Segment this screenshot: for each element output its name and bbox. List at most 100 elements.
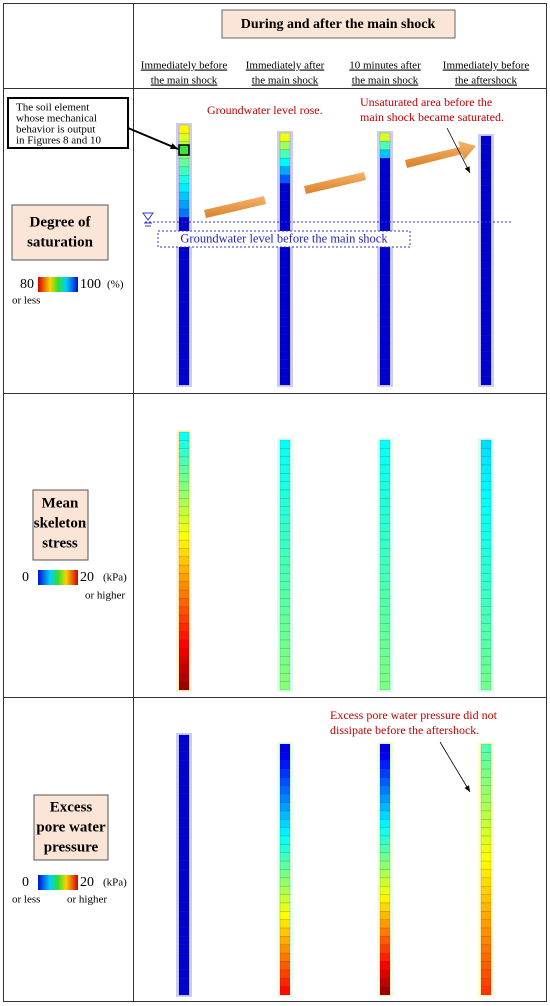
pointer-line: [439, 741, 471, 793]
soil-cell: [480, 573, 492, 582]
soil-cell: [178, 376, 190, 386]
soil-cell: [178, 734, 190, 744]
annotation-text: dissipate before the aftershock.: [330, 723, 479, 737]
soil-cell: [379, 623, 391, 632]
soil-cell: [279, 149, 291, 159]
soil-cell: [279, 250, 291, 260]
soil-cell: [178, 564, 190, 574]
soil-cell: [480, 326, 492, 336]
soil-cell: [379, 589, 391, 599]
soil-cell: [379, 216, 391, 226]
soil-cell: [379, 606, 391, 616]
soil-cell: [480, 802, 492, 812]
soil-cell: [480, 631, 492, 641]
soil-cell: [379, 556, 391, 566]
soil-cell: [480, 656, 492, 666]
soil-cell: [279, 531, 291, 541]
soil-cell: [480, 498, 492, 507]
soil-cell: [279, 598, 291, 607]
soil-cell: [279, 183, 291, 193]
soil-cell: [279, 978, 291, 987]
soil-cell: [480, 276, 492, 286]
soil-cell: [480, 743, 492, 753]
soil-cell: [480, 894, 492, 904]
soil-cell: [178, 258, 190, 268]
soil-cell: [379, 936, 391, 946]
soil-cell: [279, 199, 291, 209]
soil-cell: [379, 191, 391, 201]
soil-cell: [279, 952, 291, 962]
soil-cell: [178, 573, 190, 583]
soil-cell: [279, 351, 291, 361]
soil-element-text: whose mechanical: [16, 113, 97, 125]
soil-cell: [379, 986, 391, 996]
soil-cell: [178, 133, 190, 143]
soil-cell: [379, 473, 391, 482]
soil-cell: [480, 944, 492, 954]
soil-cell: [279, 514, 291, 524]
soil-cell: [178, 490, 190, 499]
soil-cell: [480, 251, 492, 261]
soil-cell: [480, 473, 492, 482]
column-header: the main shock: [352, 75, 419, 87]
columns: [176, 123, 494, 997]
soil-cell: [379, 869, 391, 879]
soil-cell: [279, 885, 291, 895]
soil-cell: [178, 342, 190, 352]
soil-cell: [379, 309, 391, 319]
row-label-box: [11, 204, 109, 261]
row-label: pore water: [36, 819, 106, 835]
row-label: Excess: [50, 799, 93, 815]
soil-cell: [178, 936, 190, 945]
legend-note: or higher: [67, 894, 107, 906]
soil-cell: [178, 284, 190, 293]
legend-max: 20: [80, 875, 94, 890]
soil-cell: [178, 334, 190, 344]
soil-cell: [178, 614, 190, 624]
legend-max: 100: [80, 277, 101, 292]
column-header: the main shock: [252, 75, 319, 87]
soil-cell: [279, 673, 291, 682]
soil-cell: [178, 175, 190, 184]
pointers: [127, 127, 471, 793]
soil-cell: [178, 309, 190, 319]
pointer-head: [464, 166, 470, 173]
soil-cell: [178, 664, 190, 674]
soil-cell: [178, 639, 190, 649]
soil-cell: [178, 514, 190, 524]
soil-cell: [178, 977, 190, 987]
soil-cell: [279, 498, 291, 507]
soil-cell: [178, 539, 190, 549]
soil-cell: [379, 448, 391, 457]
row-label: skeleton: [34, 515, 87, 531]
soil-cell: [379, 614, 391, 624]
soil-element-text: The soil element: [16, 102, 89, 114]
soil-cell: [379, 539, 391, 549]
soil-cell: [480, 681, 492, 691]
soil-cell: [279, 464, 291, 474]
soil-cell: [178, 785, 190, 794]
soil-cell: [379, 317, 391, 327]
soil-cell: [379, 498, 391, 507]
legend-min: 0: [22, 875, 29, 890]
soil-cell: [279, 157, 291, 167]
column-header: Immediately before: [443, 60, 530, 72]
soil-cell: [279, 785, 291, 795]
soil-cell: [178, 852, 190, 862]
soil-cell: [279, 267, 291, 277]
soil-cell: [279, 556, 291, 566]
soil-cell: [178, 456, 190, 466]
row-label: saturation: [27, 234, 93, 250]
soil-cell: [480, 144, 492, 153]
soil-cell: [480, 514, 492, 524]
rise-arrows: [204, 141, 476, 218]
water-symbol: [142, 212, 154, 227]
soil-cell: [379, 523, 391, 532]
soil-cell: [379, 367, 391, 377]
soil-cell: [379, 785, 391, 795]
soil-cell: [480, 639, 492, 649]
soil-cell: [480, 768, 492, 778]
soil-element-text: in Figures 8 and 10: [16, 135, 101, 147]
legend-note: or higher: [85, 590, 125, 602]
column-header: 10 minutes after: [349, 60, 421, 72]
